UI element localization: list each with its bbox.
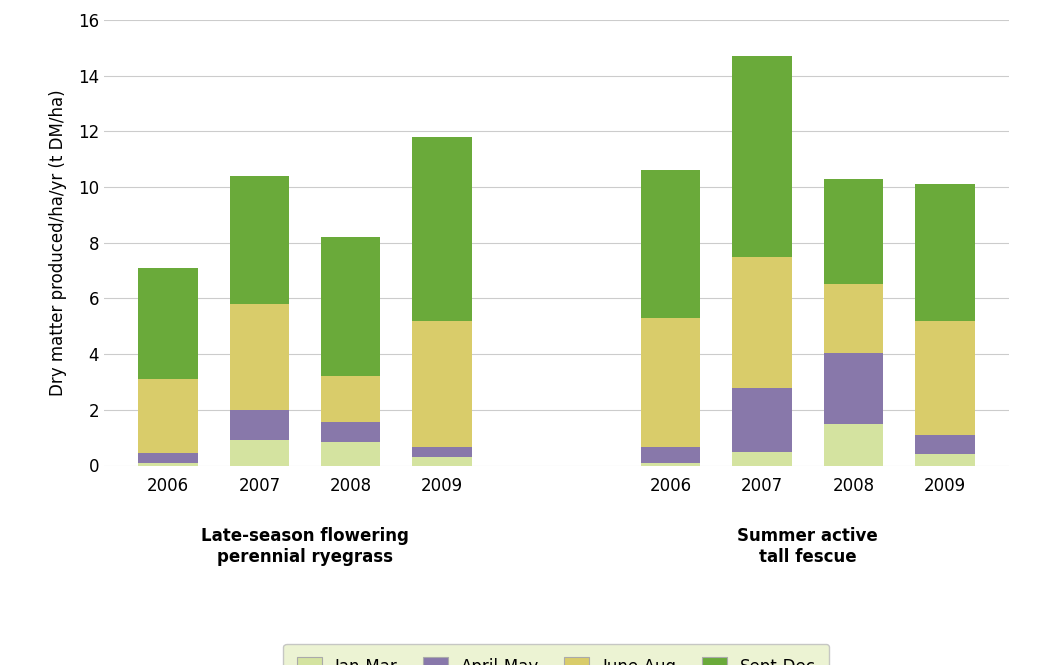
Bar <box>321 422 381 442</box>
Bar <box>641 170 700 318</box>
Bar <box>138 379 198 453</box>
Bar <box>824 352 883 424</box>
Bar <box>321 237 381 376</box>
Bar <box>915 184 974 321</box>
Bar <box>230 410 289 440</box>
Bar <box>641 463 700 466</box>
Bar <box>732 257 791 388</box>
Bar <box>138 453 198 463</box>
Legend: Jan-Mar, April-May, June-Aug, Sept-Dec: Jan-Mar, April-May, June-Aug, Sept-Dec <box>284 644 829 665</box>
Text: Summer active
tall fescue: Summer active tall fescue <box>737 527 878 565</box>
Bar <box>230 304 289 410</box>
Y-axis label: Dry matter produced/ha/yr (t DM/ha): Dry matter produced/ha/yr (t DM/ha) <box>49 89 67 396</box>
Bar <box>732 388 791 452</box>
Bar <box>732 452 791 465</box>
Bar <box>824 179 883 285</box>
Bar <box>915 454 974 466</box>
Bar <box>641 448 700 463</box>
Bar <box>413 137 472 321</box>
Bar <box>915 435 974 454</box>
Bar <box>321 442 381 465</box>
Bar <box>413 321 472 448</box>
Bar <box>413 448 472 457</box>
Bar <box>321 376 381 422</box>
Bar <box>732 56 791 257</box>
Bar <box>230 440 289 465</box>
Bar <box>138 268 198 379</box>
Bar <box>824 285 883 352</box>
Bar <box>641 318 700 448</box>
Bar <box>824 424 883 466</box>
Bar <box>915 321 974 435</box>
Bar <box>413 457 472 465</box>
Bar <box>230 176 289 304</box>
Bar <box>138 463 198 466</box>
Text: Late-season flowering
perennial ryegrass: Late-season flowering perennial ryegrass <box>201 527 409 565</box>
